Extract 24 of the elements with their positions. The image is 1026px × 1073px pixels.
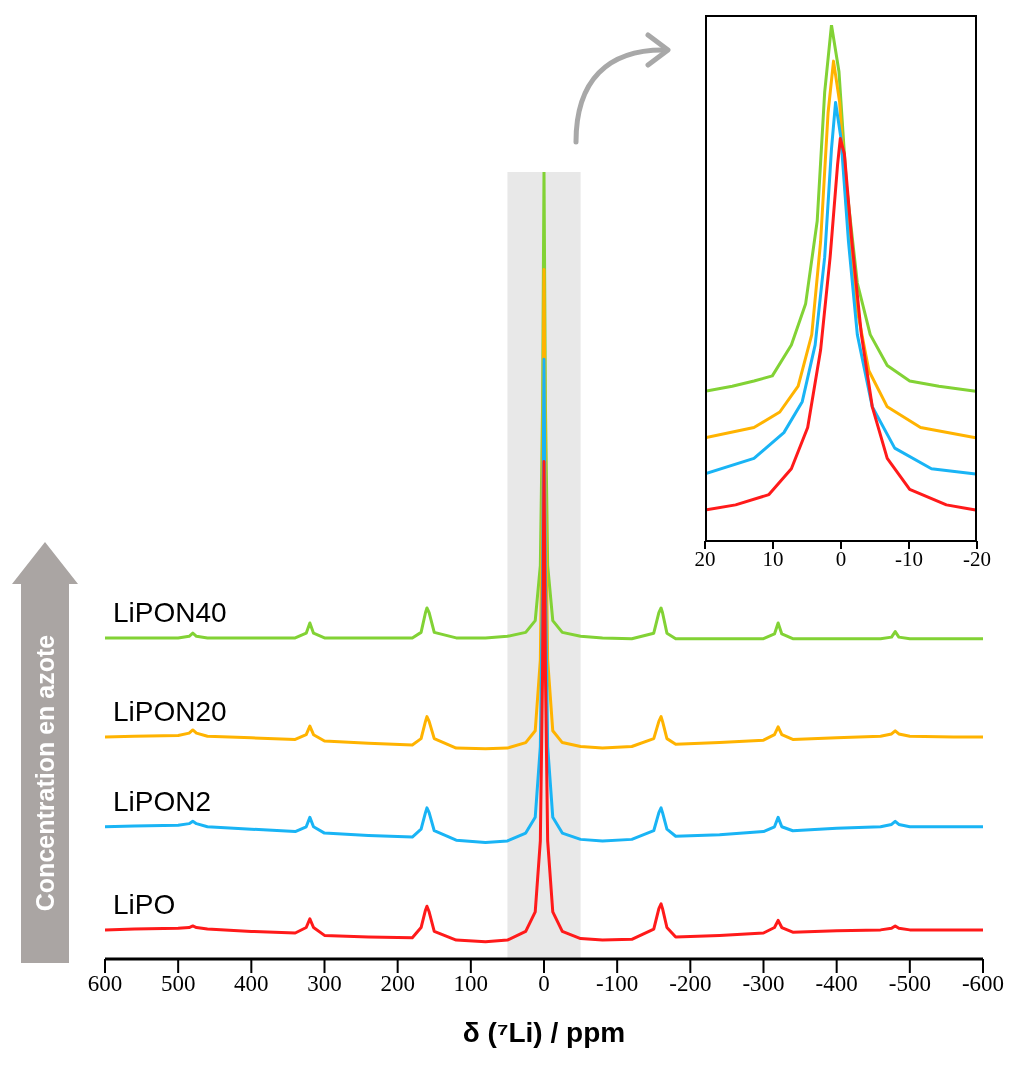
x-tick-label: 0	[835, 546, 847, 571]
x-tick-label: -300	[742, 971, 785, 997]
series-label: LiPON20	[113, 696, 227, 728]
x-tick-label: 500	[160, 971, 196, 997]
x-tick-label: 20	[694, 546, 716, 571]
x-tick-label: 10	[762, 546, 784, 571]
series-label: LiPO	[113, 888, 176, 920]
x-tick-label: 200	[380, 971, 415, 997]
x-tick-label: 300	[307, 971, 342, 997]
x-tick-label: 600	[87, 971, 123, 997]
x-tick-label: -100	[596, 971, 639, 997]
x-tick-label: -10	[895, 546, 923, 571]
series-label: LiPON2	[113, 785, 212, 817]
x-tick-label: 0	[538, 971, 550, 997]
x-tick-label: -600	[961, 971, 1005, 997]
x-tick-label: -200	[669, 971, 712, 997]
text: Concentration en azote	[30, 634, 60, 912]
x-tick-label: -20	[963, 546, 991, 571]
x-axis-title: δ (⁷Li) / ppm	[462, 1017, 626, 1048]
series-label: LiPON40	[113, 596, 227, 628]
x-tick-label: -400	[815, 971, 858, 997]
x-tick-label: 100	[453, 971, 489, 997]
x-tick-label: -500	[888, 971, 931, 997]
x-tick-label: 400	[234, 971, 269, 997]
